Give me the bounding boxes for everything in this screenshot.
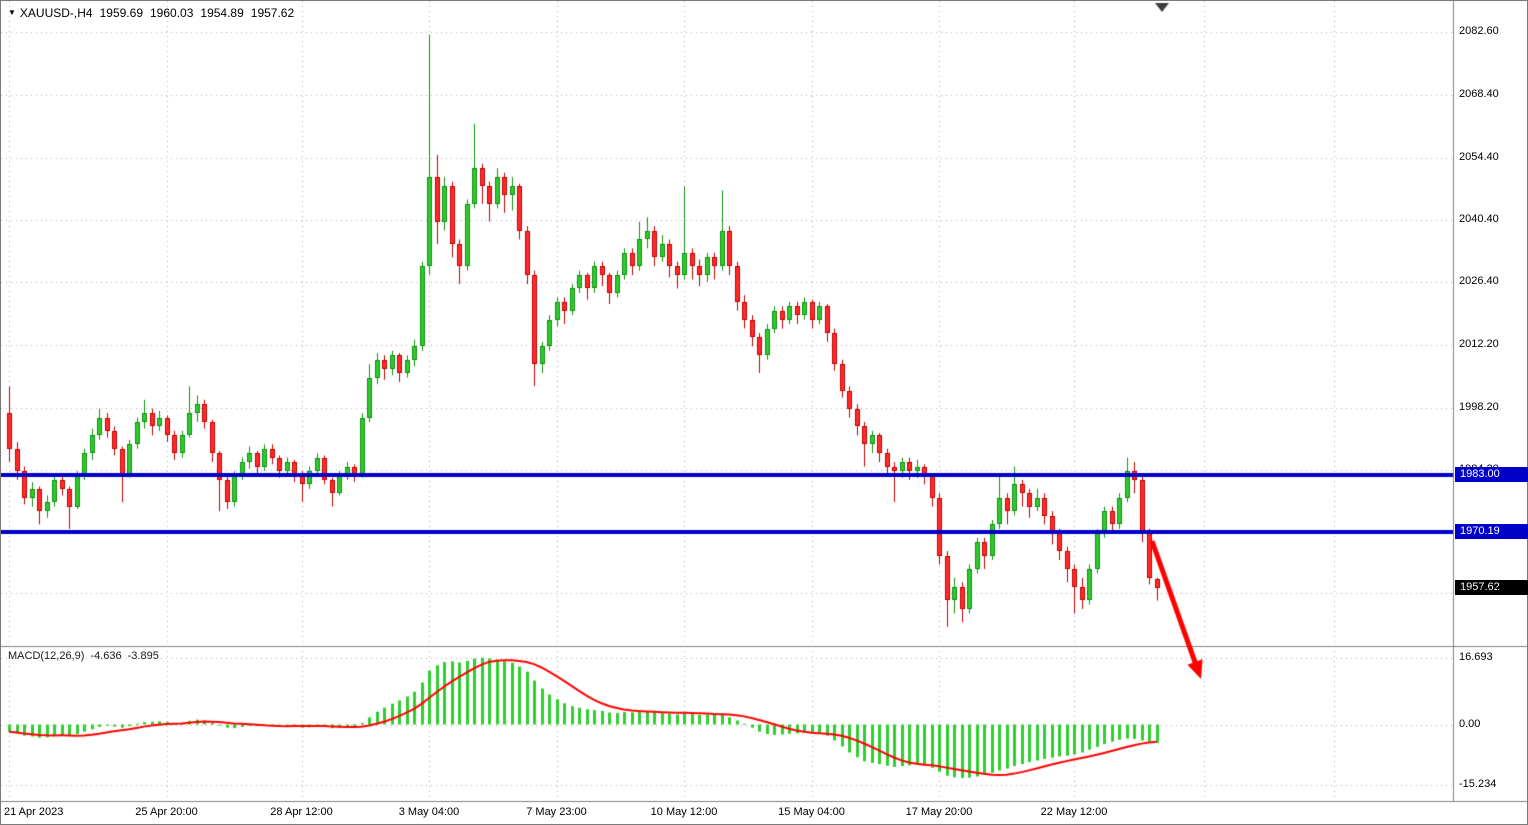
price-chart-canvas[interactable] (1, 1, 1528, 825)
chart-window: ▼ XAUUSD-,H4 1959.69 1960.03 1954.89 1957.62 … (0, 0, 1528, 825)
